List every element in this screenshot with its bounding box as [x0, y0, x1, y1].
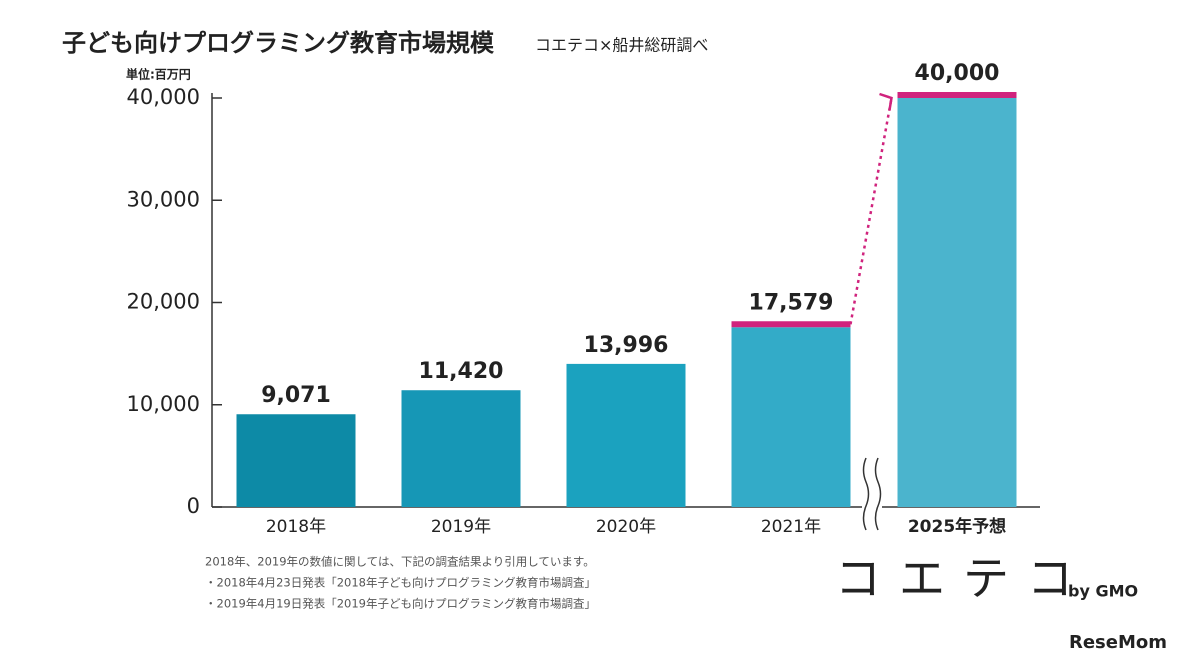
x-tick-label: 2021年 — [761, 517, 821, 537]
bar — [731, 327, 851, 507]
bar — [236, 414, 356, 507]
y-tick-label: 20,000 — [127, 290, 200, 314]
highlight-cap — [731, 321, 851, 328]
chart-title: 子ども向けプログラミング教育市場規模 — [62, 29, 495, 57]
note: ・2019年4月19日発表「2019年子ども向けプログラミング教育市場調査」 — [205, 597, 596, 611]
bar — [401, 390, 521, 507]
logo: コエテコ — [835, 552, 1091, 606]
y-tick-label: 30,000 — [127, 187, 200, 211]
value-label: 17,579 — [749, 290, 834, 315]
note: ・2018年4月23日発表「2018年子ども向けプログラミング教育市場調査」 — [205, 576, 596, 590]
x-tick-label: 2019年 — [431, 517, 491, 537]
value-label: 40,000 — [915, 61, 1000, 86]
bar — [566, 363, 686, 507]
value-label: 13,996 — [584, 333, 669, 358]
x-tick-label: 2025年予想 — [908, 516, 1006, 537]
y-tick-label: 10,000 — [127, 392, 200, 416]
note: 2018年、2019年の数値に関しては、下記の調査結果より引用しています。 — [205, 555, 595, 569]
chart-subtitle: コエテコ×船井総研調べ — [535, 36, 708, 55]
y-tick-label: 40,000 — [127, 85, 200, 109]
x-tick-label: 2020年 — [596, 517, 656, 537]
trend-arrow — [849, 97, 893, 325]
highlight-cap — [897, 92, 1017, 98]
x-tick-label: 2018年 — [266, 517, 326, 537]
axis-break — [862, 455, 882, 535]
watermark: ReseMom — [1069, 632, 1167, 653]
value-label: 9,071 — [261, 383, 331, 408]
bar — [897, 98, 1017, 507]
y-tick-label: 0 — [187, 494, 200, 518]
logo-sub: by GMO — [1068, 582, 1138, 601]
trend-arrow-head — [879, 92, 893, 111]
unit-label: 単位:百万円 — [126, 67, 191, 82]
value-label: 11,420 — [419, 359, 504, 384]
